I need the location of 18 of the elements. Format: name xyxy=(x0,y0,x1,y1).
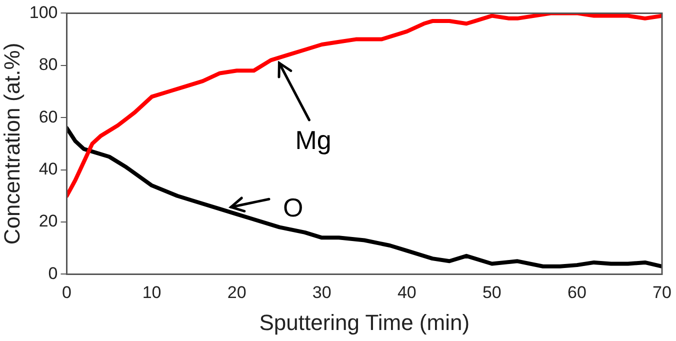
y-tick-label: 40 xyxy=(38,159,58,178)
x-tick-label: 20 xyxy=(227,283,246,302)
text: Mg xyxy=(295,124,332,155)
y-tick-label: 20 xyxy=(38,212,58,231)
x-tick-label: 40 xyxy=(397,283,416,302)
x-axis-title: Sputtering Time (min) xyxy=(259,310,470,335)
y-tick-label: 100 xyxy=(29,2,58,22)
y-tick-label: 80 xyxy=(38,55,58,74)
y-tick-label: 0 xyxy=(48,264,58,283)
x-tick-label: 30 xyxy=(312,283,332,302)
x-tick-label: 0 xyxy=(62,283,72,302)
x-tick-label: 50 xyxy=(482,283,502,302)
y-tick-label: 60 xyxy=(38,107,58,126)
legend-label: O xyxy=(282,192,304,223)
y-axis-title: Concentration (at.%) xyxy=(0,42,24,245)
x-tick-label: 10 xyxy=(142,283,162,302)
x-tick-label: 70 xyxy=(652,283,672,302)
x-tick-label: 60 xyxy=(568,283,586,302)
